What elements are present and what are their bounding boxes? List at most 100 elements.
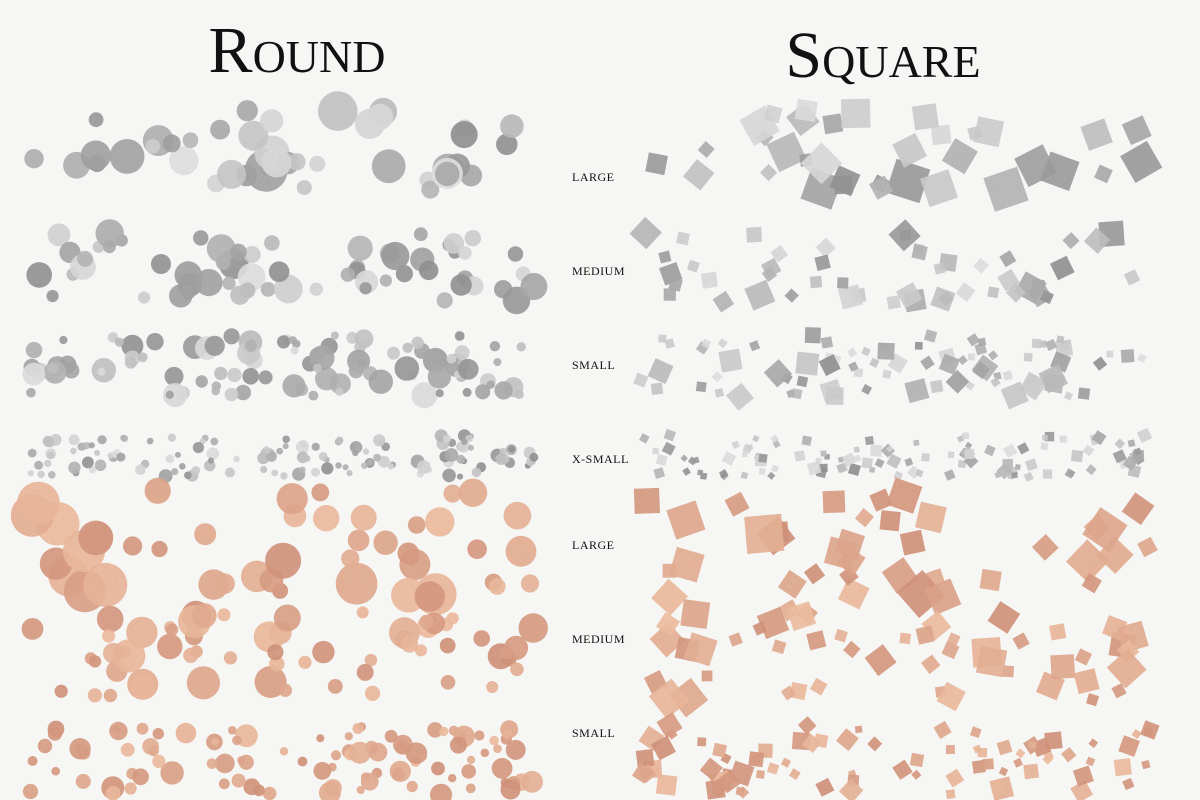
confetti-square bbox=[651, 735, 676, 761]
confetti-square bbox=[854, 508, 874, 528]
confetti-dot bbox=[299, 466, 306, 473]
confetti-square bbox=[1085, 693, 1100, 707]
confetti-square bbox=[975, 645, 1008, 678]
confetti-dot bbox=[167, 433, 176, 442]
confetti-square bbox=[886, 445, 894, 453]
confetti-dot bbox=[489, 341, 501, 352]
confetti-dot bbox=[25, 341, 43, 359]
confetti-square bbox=[990, 377, 1001, 388]
confetti-square bbox=[924, 578, 962, 616]
confetti-dot bbox=[47, 726, 63, 741]
confetti-square bbox=[766, 131, 807, 173]
confetti-dot bbox=[17, 481, 60, 525]
confetti-square bbox=[658, 250, 672, 264]
confetti-dot bbox=[26, 387, 36, 398]
confetti-dot bbox=[427, 365, 452, 389]
confetti-dot bbox=[269, 656, 285, 672]
confetti-dot bbox=[21, 618, 44, 640]
confetti-dot bbox=[171, 468, 179, 476]
confetti-dot bbox=[191, 603, 217, 629]
confetti-dot bbox=[68, 434, 80, 446]
confetti-dot bbox=[95, 219, 124, 248]
confetti-dot bbox=[458, 478, 488, 507]
confetti-dot bbox=[361, 462, 368, 470]
confetti-square bbox=[1023, 471, 1034, 482]
confetti-dot bbox=[195, 375, 208, 388]
confetti-square bbox=[780, 685, 796, 701]
confetti-square bbox=[1038, 363, 1068, 394]
confetti-square bbox=[1120, 349, 1135, 363]
confetti-dot bbox=[228, 726, 237, 735]
confetti-square bbox=[770, 244, 789, 263]
confetti-dot bbox=[442, 434, 451, 443]
confetti-dot bbox=[42, 435, 54, 447]
confetti-dot bbox=[282, 374, 306, 398]
confetti-dot bbox=[505, 739, 526, 760]
confetti-dot bbox=[505, 535, 537, 567]
confetti-dot bbox=[406, 780, 418, 793]
confetti-dot bbox=[217, 159, 246, 189]
confetti-dot bbox=[444, 448, 459, 462]
confetti-square bbox=[818, 354, 841, 377]
confetti-dot bbox=[169, 146, 199, 176]
confetti-square bbox=[1044, 338, 1058, 351]
confetti-dot bbox=[348, 741, 371, 764]
confetti-dot bbox=[335, 387, 344, 396]
confetti-dot bbox=[69, 738, 91, 760]
confetti-dot bbox=[37, 738, 53, 754]
confetti-dot bbox=[151, 254, 171, 274]
confetti-square bbox=[1042, 469, 1053, 479]
confetti-dot bbox=[315, 367, 339, 391]
confetti-dot bbox=[521, 770, 543, 793]
confetti-square bbox=[973, 116, 1005, 148]
confetti-square bbox=[1042, 753, 1054, 765]
confetti-dot bbox=[465, 434, 473, 443]
confetti-square bbox=[1120, 140, 1163, 183]
confetti-square bbox=[1141, 759, 1151, 770]
confetti-square bbox=[1040, 442, 1049, 451]
confetti-dot bbox=[327, 679, 343, 694]
confetti-dot bbox=[414, 644, 427, 657]
confetti-dot bbox=[225, 467, 235, 478]
confetti-square bbox=[815, 777, 835, 797]
confetti-square bbox=[861, 383, 873, 395]
confetti-dot bbox=[303, 455, 311, 462]
confetti-square bbox=[837, 456, 845, 463]
confetti-dot bbox=[206, 234, 236, 263]
confetti-dot bbox=[278, 683, 292, 697]
confetti-square bbox=[640, 231, 652, 244]
confetti-dot bbox=[165, 454, 175, 464]
confetti-square bbox=[731, 440, 740, 449]
confetti-square bbox=[886, 477, 923, 514]
confetti-dot bbox=[292, 339, 301, 349]
confetti-dot bbox=[27, 756, 38, 766]
confetti-dot bbox=[454, 345, 470, 361]
confetti-square bbox=[874, 458, 885, 469]
confetti-dot bbox=[217, 608, 231, 622]
confetti-dot bbox=[489, 735, 500, 746]
confetti-dot bbox=[238, 120, 269, 151]
confetti-square bbox=[879, 510, 901, 532]
confetti-dot bbox=[54, 684, 68, 698]
confetti-dot bbox=[236, 100, 258, 122]
confetti-square bbox=[945, 768, 965, 788]
confetti-square bbox=[680, 454, 688, 462]
confetti-square bbox=[1002, 665, 1015, 678]
confetti-square bbox=[882, 369, 892, 379]
confetti-dot bbox=[103, 240, 116, 254]
confetti-square bbox=[700, 271, 718, 289]
confetti-square bbox=[1060, 746, 1077, 763]
confetti-dot bbox=[160, 761, 184, 785]
confetti-square bbox=[1088, 738, 1099, 749]
confetti-square bbox=[1023, 763, 1040, 780]
confetti-square bbox=[777, 569, 807, 599]
confetti-square bbox=[982, 758, 994, 770]
confetti-square bbox=[915, 468, 924, 478]
confetti-square bbox=[1127, 439, 1136, 448]
confetti-square bbox=[1012, 632, 1030, 650]
confetti-dot bbox=[157, 633, 183, 660]
confetti-square bbox=[1073, 668, 1100, 695]
confetti-dot bbox=[37, 470, 45, 478]
confetti-dot bbox=[473, 630, 491, 647]
confetti-square bbox=[911, 244, 928, 261]
